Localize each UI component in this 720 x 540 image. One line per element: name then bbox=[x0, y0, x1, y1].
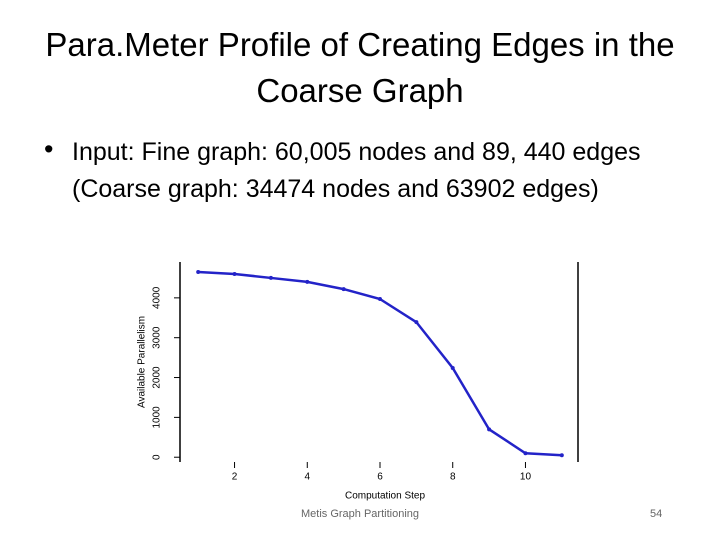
slide-title: Para.Meter Profile of Creating Edges in … bbox=[45, 26, 675, 109]
y-tick-label: 2000 bbox=[152, 366, 163, 389]
x-tick-label: 2 bbox=[232, 472, 238, 483]
x-axis-title: Computation Step bbox=[345, 491, 425, 502]
point bbox=[341, 287, 346, 292]
x-tick-label: 8 bbox=[450, 472, 456, 483]
x-tick-label: 4 bbox=[304, 472, 310, 483]
y-tick-label: 1000 bbox=[152, 406, 163, 429]
y-tick-label: 3000 bbox=[152, 326, 163, 349]
bullet-text: Input: Fine graph: 60,005 nodes and 89, … bbox=[72, 138, 641, 203]
point bbox=[559, 453, 564, 458]
point bbox=[450, 365, 455, 370]
footer: Metis Graph Partitioning bbox=[301, 508, 419, 520]
point bbox=[487, 427, 492, 432]
point bbox=[523, 451, 528, 456]
bullet-dot: • bbox=[44, 134, 54, 164]
page-number: 54 bbox=[650, 508, 663, 520]
x-tick-label: 6 bbox=[377, 472, 383, 483]
point bbox=[268, 275, 273, 280]
point bbox=[305, 279, 310, 284]
point bbox=[232, 271, 237, 276]
y-tick-label: 4000 bbox=[152, 286, 163, 309]
x-tick-label: 10 bbox=[520, 472, 532, 483]
point bbox=[414, 320, 419, 325]
y-tick-label: 0 bbox=[152, 454, 163, 460]
y-axis-title: Available Parallelism bbox=[137, 316, 148, 408]
point bbox=[196, 269, 201, 274]
point bbox=[378, 297, 382, 302]
